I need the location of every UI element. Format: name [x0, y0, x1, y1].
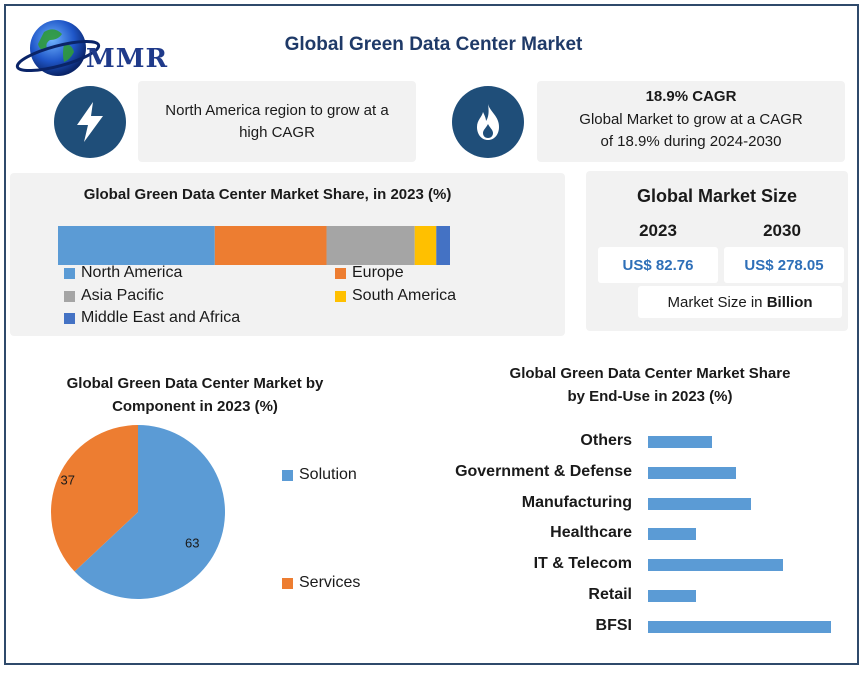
end-use-bar [648, 559, 784, 572]
legend-swatch [64, 290, 75, 302]
highlight-panel-region: North America region to grow at a high C… [138, 81, 416, 162]
pie-legend-services: Services [282, 574, 360, 592]
lightning-bolt-icon [77, 102, 103, 142]
end-use-bar [648, 466, 736, 479]
cagr-text: Global Market to grow at a CAGR of 18.9%… [579, 111, 803, 150]
end-use-category-label: IT & Telecom [533, 555, 632, 573]
end-use-bar [648, 497, 752, 510]
pie-chart: 63 37 [50, 425, 225, 599]
pie-slice-solution [74, 425, 225, 599]
stacked-bar-chart [58, 226, 450, 265]
stacked-segment-middle-east-and-africa [436, 226, 450, 265]
globe-logo-icon [15, 20, 101, 76]
end-use-bar [648, 590, 696, 602]
stacked-segment-europe [214, 226, 327, 265]
highlight-icon-circle [452, 86, 524, 158]
legend-swatch [335, 267, 346, 279]
legend-label: Middle East and Africa [81, 309, 241, 326]
legend-label: South America [352, 287, 457, 304]
legend-label: Europe [352, 264, 404, 281]
stacked-segment-asia-pacific [326, 226, 415, 265]
end-use-category-label: Manufacturing [521, 493, 632, 511]
legend-swatch [64, 267, 75, 279]
pie-legend-solution: Solution [282, 466, 357, 484]
legend-item-north-america: North America [64, 264, 182, 282]
market-size-unit-box: Market Size in Billion [638, 286, 842, 318]
end-use-category-label: Retail [588, 586, 632, 603]
unit-prefix: Market Size in [667, 293, 767, 311]
highlight-text-region: North America region to grow at a high C… [165, 101, 389, 141]
end-use-category-label: BFSI [595, 616, 632, 634]
logo-text: MMR [86, 44, 169, 74]
market-share-title: Global Green Data Center Market Share, i… [83, 186, 452, 203]
legend-item-asia-pacific: Asia Pacific [64, 287, 164, 305]
value-2030: US$ 278.05 [744, 256, 824, 274]
legend-label: Solution [299, 466, 357, 483]
stacked-segment-north-america [58, 226, 215, 265]
end-use-bar [648, 436, 712, 448]
pie-slice-services [50, 425, 138, 572]
legend-label: Services [299, 574, 361, 591]
pie-data-label: 37 [60, 473, 74, 488]
pie-data-label: 63 [185, 535, 199, 550]
legend-swatch [64, 312, 75, 324]
market-size-panel: Global Market Size 2023 2030 US$ 82.76 U… [586, 171, 848, 331]
market-size-title: Global Market Size [636, 186, 798, 206]
end-use-category-label: Healthcare [550, 524, 632, 542]
legend-label: North America [81, 264, 183, 281]
page-title: Global Green Data Center Market [284, 34, 583, 55]
legend-item-south-america: South America [335, 287, 456, 305]
cagr-panel: 18.9% CAGR Global Market to grow at a CA… [537, 81, 845, 162]
cagr-title: 18.9% CAGR [645, 88, 737, 105]
value-2023: US$ 82.76 [622, 256, 694, 274]
legend-swatch [282, 577, 293, 589]
legend-label: Asia Pacific [81, 287, 164, 304]
end-use-bar [648, 528, 696, 541]
legend-swatch [282, 469, 293, 481]
end-use-category-label: Government & Defense [455, 462, 632, 480]
legend-item-europe: Europe [335, 264, 404, 282]
flame-icon [477, 104, 499, 140]
end-use-bar [648, 620, 831, 633]
legend-swatch [335, 290, 346, 302]
pie-chart-title: Global Green Data Center Market by Compo… [66, 375, 324, 415]
end-use-category-label: Others [580, 432, 632, 449]
year-2030-label: 2030 [763, 221, 801, 240]
end-use-chart-title: Global Green Data Center Market Share by… [509, 365, 791, 405]
highlight-icon-circle [54, 86, 126, 158]
value-2023-box: US$ 82.76 [598, 247, 718, 283]
unit-bold: Billion [766, 293, 813, 311]
value-2030-box: US$ 278.05 [724, 247, 844, 283]
legend-item-mea: Middle East and Africa [64, 309, 240, 327]
year-2023-label: 2023 [639, 221, 677, 240]
stacked-segment-south-america [414, 226, 437, 265]
